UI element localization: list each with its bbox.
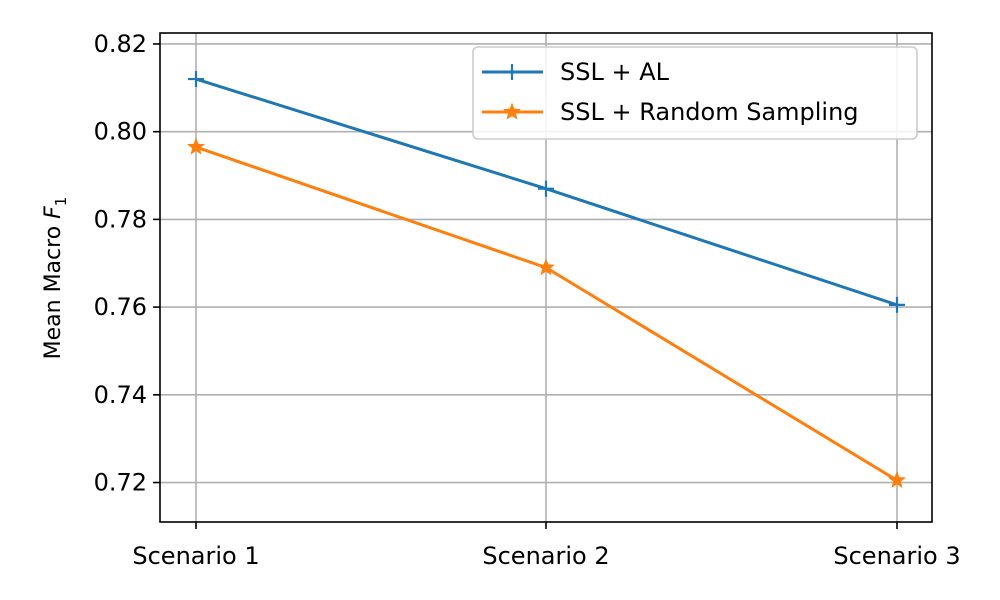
axis-ticks: Scenario 1 Scenario 2 Scenario 3 0.72 0.74 0.… bbox=[94, 30, 961, 570]
series-1 bbox=[188, 71, 905, 313]
legend-label: SSL + AL bbox=[560, 58, 670, 86]
series-2 bbox=[187, 137, 906, 488]
legend-item-1: SSL + AL bbox=[482, 58, 670, 86]
y-axis-label: Mean Macro F1 bbox=[41, 197, 70, 360]
y-axis-label-variable: F bbox=[41, 206, 66, 219]
series-layer bbox=[187, 71, 906, 488]
x-tick-label: Scenario 3 bbox=[833, 542, 960, 570]
legend-star-marker bbox=[503, 102, 521, 120]
y-tick-label: 0.74 bbox=[94, 381, 147, 409]
plus-marker bbox=[889, 296, 905, 313]
legend: SSL + AL SSL + Random Sampling bbox=[472, 46, 918, 140]
x-tick-label: Scenario 2 bbox=[482, 542, 609, 570]
y-axis-label-prefix: Mean Macro bbox=[41, 219, 66, 360]
star-marker bbox=[537, 258, 555, 276]
x-tick-label: Scenario 1 bbox=[132, 542, 259, 570]
y-axis-label-subscript: 1 bbox=[52, 197, 70, 207]
legend-item-2: SSL + Random Sampling bbox=[482, 98, 859, 126]
y-tick-label: 0.72 bbox=[94, 469, 147, 497]
plus-marker bbox=[538, 180, 554, 197]
star-marker bbox=[187, 137, 205, 155]
y-tick-label: 0.80 bbox=[94, 118, 147, 146]
legend-plus-marker bbox=[504, 64, 520, 80]
y-tick-label: 0.76 bbox=[94, 293, 147, 321]
legend-label: SSL + Random Sampling bbox=[560, 98, 859, 126]
plus-marker bbox=[188, 71, 204, 88]
legend-box bbox=[472, 46, 918, 140]
y-tick-label: 0.82 bbox=[94, 30, 147, 58]
y-tick-label: 0.78 bbox=[94, 205, 147, 233]
star-marker bbox=[888, 470, 906, 488]
